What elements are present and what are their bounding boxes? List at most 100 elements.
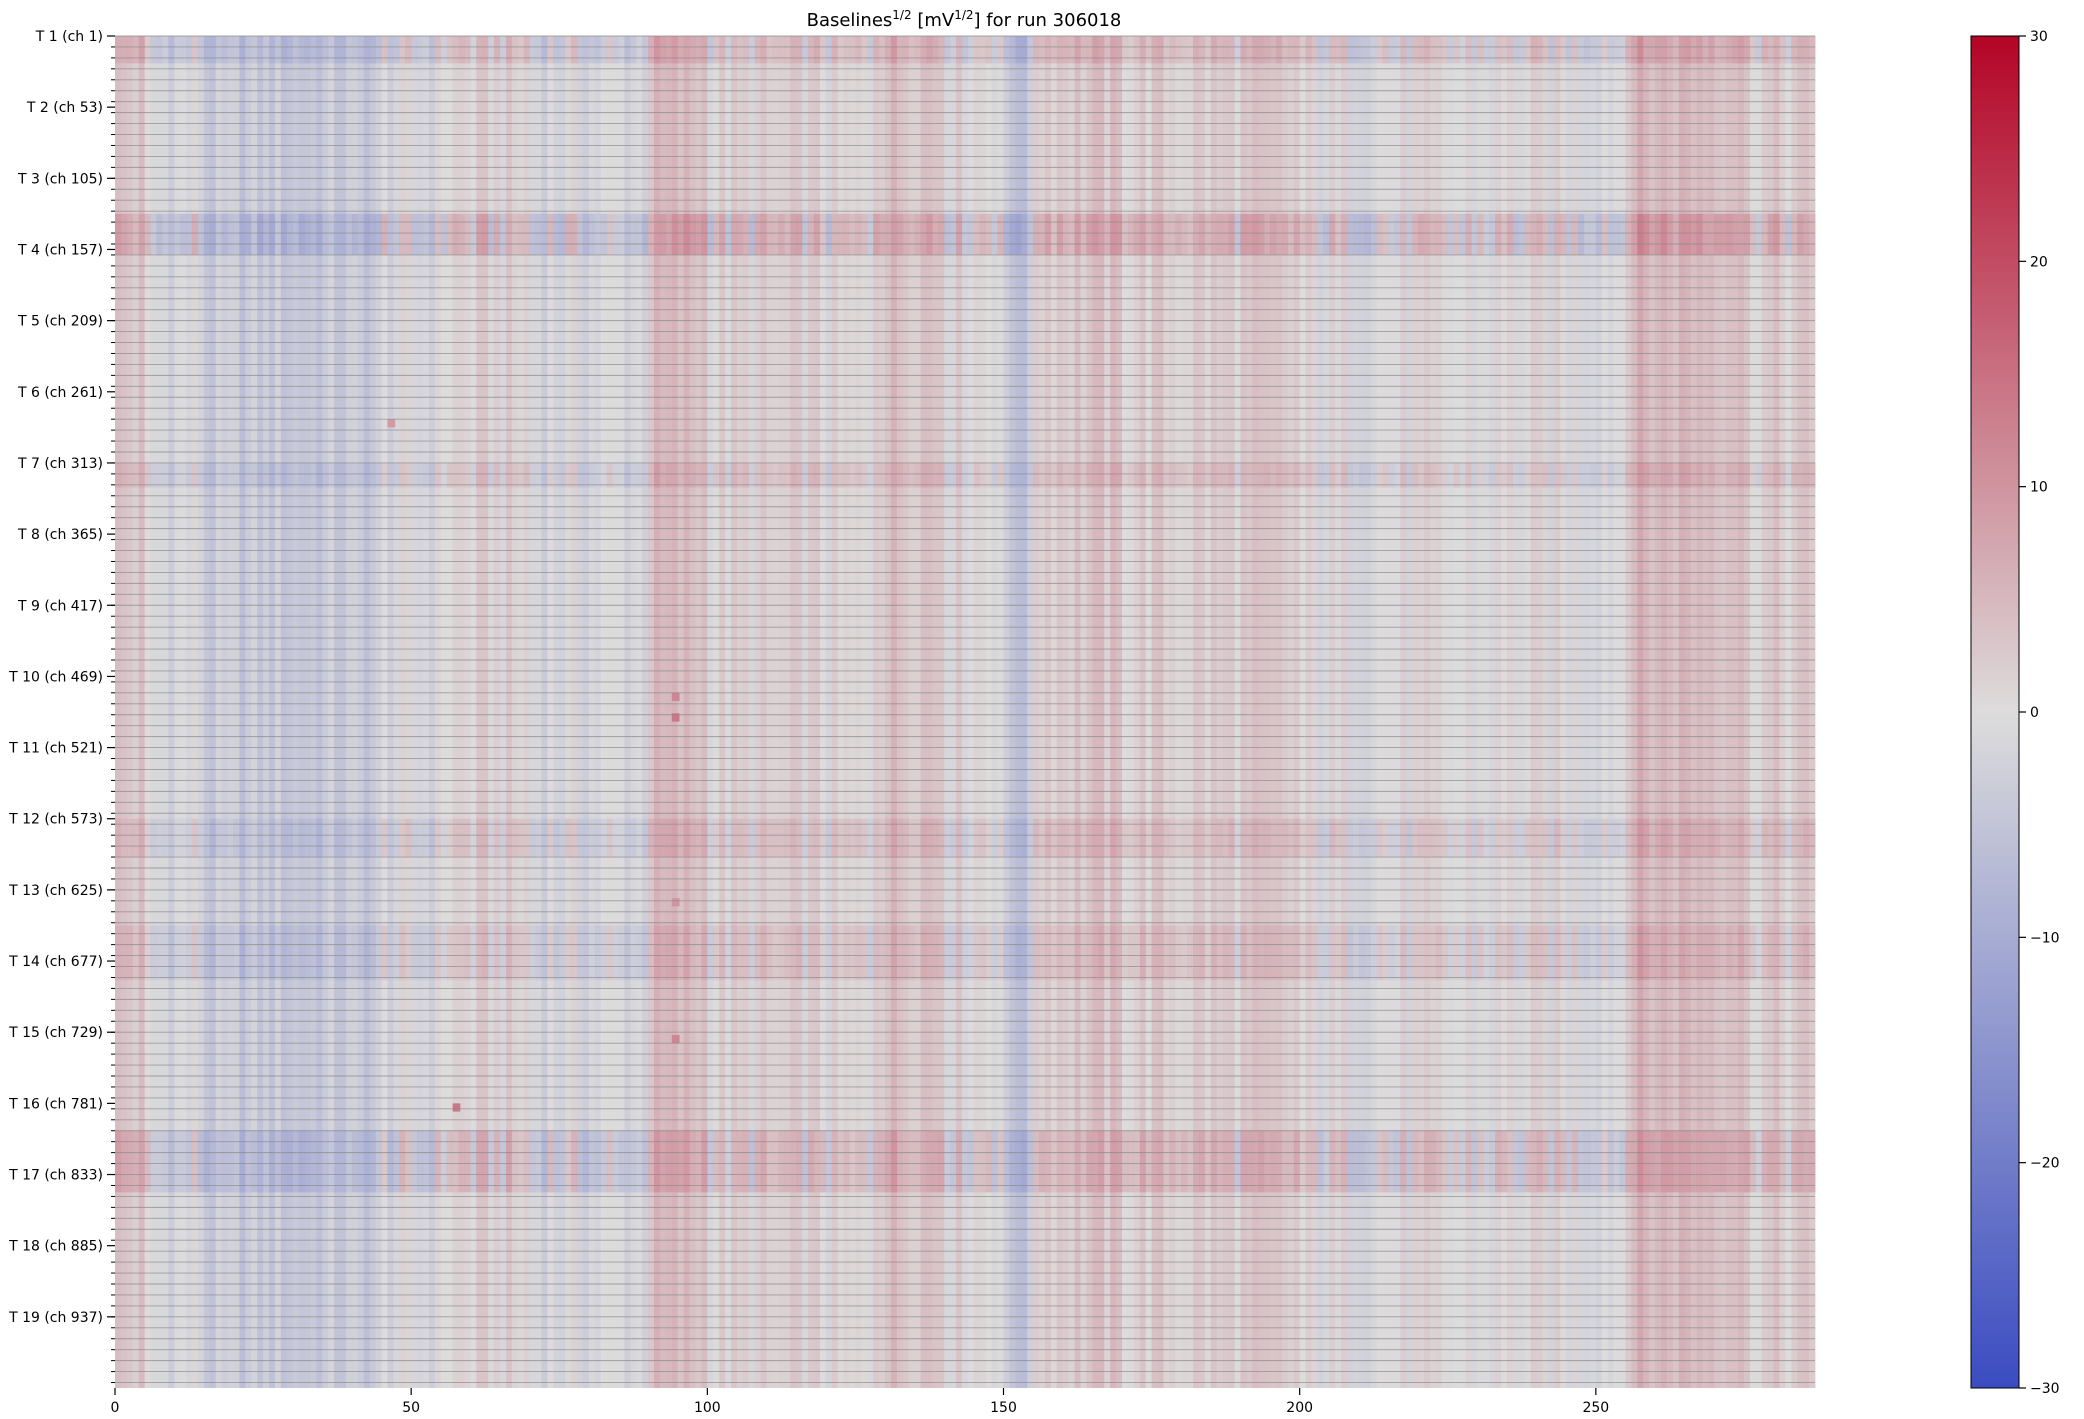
highlight-band-2-col-18 bbox=[221, 462, 228, 488]
heatmap-column-209 bbox=[1352, 36, 1360, 1388]
highlight-band-1-col-242 bbox=[1548, 213, 1555, 255]
highlight-band-1-col-266 bbox=[1690, 213, 1697, 255]
heatmap-column-52 bbox=[423, 36, 430, 1388]
highlight-band-5-col-132 bbox=[896, 1130, 904, 1193]
highlight-band-1-col-199 bbox=[1293, 213, 1301, 255]
heatmap-column-145 bbox=[973, 36, 981, 1388]
heatmap-column-181 bbox=[1187, 36, 1194, 1388]
highlight-band-1-col-112 bbox=[778, 213, 785, 255]
highlight-band-4-col-138 bbox=[932, 925, 939, 981]
highlight-band-2-col-108 bbox=[754, 462, 762, 488]
heatmap-column-48 bbox=[399, 36, 406, 1388]
highlight-band-2-col-24 bbox=[257, 462, 264, 488]
highlight-band-3-col-166 bbox=[1098, 818, 1105, 858]
heatmap-column-248 bbox=[1583, 36, 1591, 1388]
highlight-band-0-col-143 bbox=[962, 36, 969, 64]
heatmap-column-45 bbox=[381, 36, 388, 1388]
heatmap-column-75 bbox=[559, 36, 566, 1388]
highlight-band-4-col-117 bbox=[808, 925, 815, 981]
highlight-band-4-col-172 bbox=[1133, 925, 1141, 981]
highlight-band-0-col-278 bbox=[1761, 36, 1769, 64]
highlight-band-0-col-255 bbox=[1625, 36, 1632, 64]
highlight-band-0-col-199 bbox=[1293, 36, 1301, 64]
highlight-band-0-col-26 bbox=[269, 36, 276, 64]
highlight-band-3-col-239 bbox=[1530, 818, 1537, 858]
heatmap-column-121 bbox=[831, 36, 839, 1388]
highlight-band-5-col-92 bbox=[659, 1130, 667, 1193]
highlight-band-5-col-159 bbox=[1056, 1130, 1064, 1193]
highlight-band-2-col-90 bbox=[648, 462, 655, 488]
highlight-band-1-col-140 bbox=[944, 213, 951, 255]
heatmap-column-10 bbox=[174, 36, 181, 1388]
highlight-band-5-col-153 bbox=[1021, 1130, 1028, 1193]
highlight-band-4-col-276 bbox=[1749, 925, 1757, 981]
highlight-band-3-col-11 bbox=[180, 818, 187, 858]
highlight-band-1-col-118 bbox=[813, 213, 821, 255]
highlight-band-0-col-164 bbox=[1086, 36, 1093, 64]
highlight-band-2-col-3 bbox=[132, 462, 140, 488]
highlight-band-4-col-188 bbox=[1228, 925, 1235, 981]
highlight-band-2-col-30 bbox=[292, 462, 300, 488]
highlight-band-2-col-269 bbox=[1708, 462, 1715, 488]
highlight-band-1-col-184 bbox=[1204, 213, 1212, 255]
heatmap-column-191 bbox=[1246, 36, 1253, 1388]
highlight-band-3-col-61 bbox=[476, 818, 483, 858]
highlight-band-2-col-221 bbox=[1424, 462, 1431, 488]
highlight-band-4-col-231 bbox=[1483, 925, 1490, 981]
highlight-band-5-col-43 bbox=[369, 1130, 377, 1193]
highlight-band-3-col-17 bbox=[215, 818, 223, 858]
highlight-band-2-col-94 bbox=[671, 462, 679, 488]
highlight-band-1-col-141 bbox=[950, 213, 957, 255]
highlight-band-3-col-181 bbox=[1187, 818, 1194, 858]
colorbar-tick-label: 10 bbox=[2030, 480, 2048, 496]
highlight-band-4-col-33 bbox=[310, 925, 317, 981]
heatmap-column-54 bbox=[434, 36, 442, 1388]
highlight-band-3-col-33 bbox=[310, 818, 317, 858]
highlight-band-4-col-122 bbox=[837, 925, 844, 981]
heatmap-column-164 bbox=[1086, 36, 1093, 1388]
highlight-band-5-col-222 bbox=[1429, 1130, 1437, 1193]
highlight-band-5-col-273 bbox=[1732, 1130, 1739, 1193]
highlight-band-1-col-66 bbox=[505, 213, 513, 255]
highlight-band-3-col-87 bbox=[630, 818, 637, 858]
highlight-band-5-col-72 bbox=[541, 1130, 548, 1193]
highlight-band-4-col-63 bbox=[488, 925, 495, 981]
heatmap-column-210 bbox=[1358, 36, 1366, 1388]
highlight-band-5-col-80 bbox=[588, 1130, 596, 1193]
highlight-band-3-col-180 bbox=[1181, 818, 1188, 858]
highlight-band-3-col-246 bbox=[1572, 818, 1579, 858]
highlight-band-3-col-75 bbox=[559, 818, 566, 858]
highlight-band-5-col-57 bbox=[452, 1130, 459, 1193]
heatmap-column-46 bbox=[387, 36, 394, 1388]
highlight-band-2-col-193 bbox=[1258, 462, 1265, 488]
highlight-band-0-col-19 bbox=[227, 36, 234, 64]
highlight-band-5-col-91 bbox=[654, 1130, 661, 1193]
highlight-band-3-col-232 bbox=[1489, 818, 1496, 858]
heatmap-column-31 bbox=[298, 36, 305, 1388]
highlight-band-5-col-121 bbox=[831, 1130, 839, 1193]
highlight-band-5-col-118 bbox=[813, 1130, 821, 1193]
highlight-band-4-col-5 bbox=[144, 925, 151, 981]
highlight-band-4-col-193 bbox=[1258, 925, 1265, 981]
highlight-band-4-col-274 bbox=[1738, 925, 1745, 981]
highlight-band-0-col-224 bbox=[1441, 36, 1449, 64]
highlight-band-0-col-197 bbox=[1281, 36, 1289, 64]
highlight-band-4-col-42 bbox=[363, 925, 371, 981]
highlight-band-0-col-140 bbox=[944, 36, 951, 64]
highlight-band-5-col-161 bbox=[1068, 1130, 1075, 1193]
highlight-band-5-col-58 bbox=[458, 1130, 465, 1193]
highlight-band-4-col-152 bbox=[1015, 925, 1022, 981]
highlight-band-4-col-256 bbox=[1631, 925, 1638, 981]
highlight-band-2-col-12 bbox=[186, 462, 193, 488]
highlight-band-1-col-148 bbox=[991, 213, 998, 255]
highlight-band-4-col-53 bbox=[428, 925, 436, 981]
highlight-band-1-col-211 bbox=[1364, 213, 1372, 255]
highlight-band-5-col-267 bbox=[1696, 1130, 1703, 1193]
highlight-band-5-col-98 bbox=[695, 1130, 702, 1193]
highlight-band-0-col-231 bbox=[1483, 36, 1490, 64]
highlight-band-4-col-284 bbox=[1797, 925, 1804, 981]
highlight-band-0-col-247 bbox=[1578, 36, 1585, 64]
heatmap-column-225 bbox=[1447, 36, 1455, 1388]
highlight-band-5-col-271 bbox=[1720, 1130, 1727, 1193]
highlight-band-4-col-199 bbox=[1293, 925, 1301, 981]
